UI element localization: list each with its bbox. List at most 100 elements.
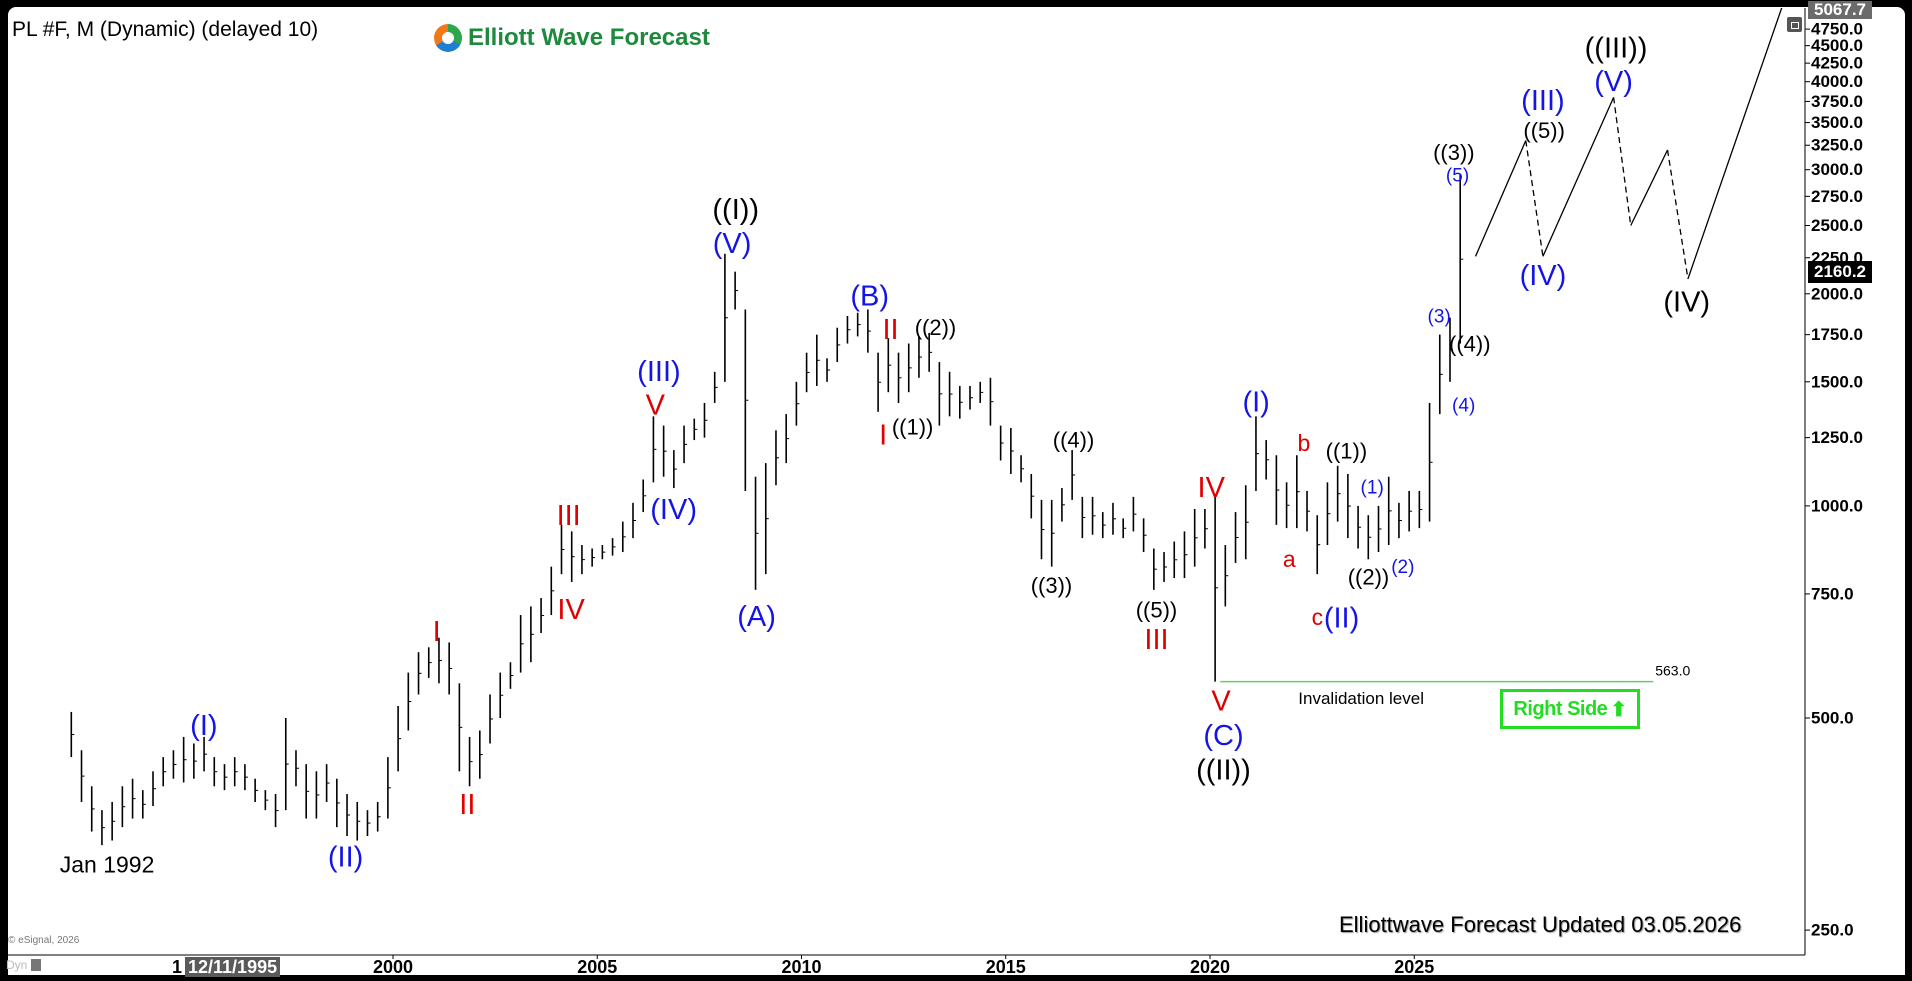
invalidation-text: Invalidation level (1298, 689, 1424, 708)
top-price-tag: 5067.7 (1808, 1, 1872, 19)
x-tick-label: 2005 (577, 957, 617, 977)
chart-panel (8, 7, 1905, 975)
price-axis: 250.0 500.0 750.0 1000.0 1250.0 1500.0 1750.0 2… (1804, 8, 1863, 955)
lock-icon[interactable] (31, 959, 42, 971)
wave-label: (B) (850, 281, 889, 313)
wave-label: (2) (1391, 557, 1414, 578)
wave-label: ((5)) (1136, 597, 1178, 622)
wave-label: a (1283, 546, 1296, 572)
y-tick-label: 2750.0 (1811, 187, 1863, 206)
x-tick-label: 2000 (373, 957, 413, 977)
wave-label: (5) (1446, 166, 1469, 187)
y-tick-label: 1250.0 (1811, 428, 1863, 447)
y-tick-label: 3000.0 (1811, 160, 1863, 179)
y-tick-label: 1750.0 (1811, 325, 1863, 344)
y-tick-label: 3250.0 (1811, 136, 1863, 155)
wave-label: (I) (1242, 387, 1269, 419)
y-tick-label: 4250.0 (1811, 54, 1863, 73)
wave-label: Jan 1992 (60, 851, 155, 877)
projection-segment (1612, 97, 1632, 226)
x-tick-partial: 1 (172, 957, 183, 977)
x-tick-label: 2025 (1394, 957, 1434, 977)
y-tick-label: 3750.0 (1811, 92, 1863, 111)
wave-label: ((I)) (712, 194, 759, 226)
wave-label: V (646, 390, 666, 422)
wave-label: b (1298, 430, 1311, 456)
projection-segment (1687, 8, 1783, 280)
invalidation-value: 563.0 (1655, 663, 1690, 679)
y-tick-label: 1000.0 (1811, 496, 1863, 515)
wave-label: (A) (737, 601, 776, 633)
copyright: © eSignal, 2026 (8, 935, 80, 946)
y-tick-label: 750.0 (1811, 584, 1854, 603)
y-tick-label: 3500.0 (1811, 113, 1863, 132)
wave-label: c (1312, 604, 1324, 630)
wave-label: IV (1198, 472, 1226, 504)
logo: Elliott Wave Forecast (434, 24, 710, 52)
wave-label: ((III)) (1585, 33, 1648, 65)
wave-label: ((II)) (1196, 754, 1251, 786)
right-side-badge: Right Side ⬆ (1500, 689, 1640, 729)
right-side-label: Right Side (1513, 697, 1608, 720)
window-restore-icon[interactable] (1787, 17, 1802, 32)
y-tick-label: 250.0 (1811, 921, 1854, 940)
wave-label: I (433, 616, 441, 648)
y-tick-label: 2000.0 (1811, 284, 1863, 303)
wave-label: V (1211, 685, 1231, 717)
wave-label: (IV) (1663, 286, 1710, 318)
wave-label: II (882, 314, 898, 346)
y-tick-label: 4000.0 (1811, 72, 1863, 91)
wave-label: (III) (1521, 85, 1565, 117)
wave-label: (3) (1428, 307, 1451, 328)
projection-segment (1525, 140, 1544, 257)
dyn-label: Dyn (6, 958, 28, 972)
invalidation-level: 563.0 Invalidation level (1220, 663, 1690, 708)
wave-label: (II) (328, 841, 363, 873)
wave-label: ((2)) (1348, 564, 1390, 589)
wave-label: (C) (1203, 720, 1243, 752)
projection-segment (1542, 97, 1615, 257)
wave-label: (V) (1594, 66, 1633, 98)
y-tick-label: 500.0 (1811, 709, 1854, 728)
y-tick-label: 4750.0 (1811, 20, 1863, 39)
wave-label: ((1)) (892, 415, 934, 440)
wave-label: (III) (637, 356, 681, 388)
wave-label: ((4)) (1053, 428, 1095, 453)
time-axis: 2000 2005 2010 2015 2020 2025 (8, 954, 1805, 977)
wave-label: ((5)) (1523, 118, 1565, 143)
wave-label: (IV) (1520, 260, 1567, 292)
wave-label: (II) (1324, 603, 1359, 635)
wave-label: (I) (190, 710, 217, 742)
price-bars (70, 174, 1464, 846)
x-tick-label: 2020 (1190, 957, 1230, 977)
logo-icon (434, 24, 462, 52)
projection-segment (1630, 149, 1669, 226)
wave-label: (4) (1452, 396, 1475, 417)
dyn-toggle[interactable]: Dyn (6, 958, 42, 972)
wave-label: (V) (713, 228, 752, 260)
y-tick-label: 2500.0 (1811, 216, 1863, 235)
wave-label: ((3)) (1433, 140, 1475, 165)
current-price-tag: 2160.2 (1808, 261, 1872, 283)
wave-label: ((4)) (1449, 332, 1491, 357)
wave-label: I (879, 420, 887, 452)
symbol-title: PL #F, M (Dynamic) (delayed 10) (12, 18, 319, 41)
arrow-up-icon: ⬆ (1610, 698, 1627, 721)
crosshair-date-tag: 12/11/1995 (185, 957, 281, 977)
wave-label: ((3)) (1031, 573, 1073, 598)
x-tick-label: 2015 (986, 957, 1026, 977)
projection-segment (1474, 140, 1527, 257)
wave-label: ((1)) (1326, 439, 1368, 464)
y-tick-label: 4500.0 (1811, 36, 1863, 55)
projection-segment (1666, 149, 1689, 279)
wave-label: III (557, 500, 581, 532)
wave-labels: Jan 1992(I)(II)IIIIIIIV(III)V(IV)((I))(V… (60, 33, 1710, 878)
y-tick-label: 1500.0 (1811, 372, 1863, 391)
logo-text: Elliott Wave Forecast (468, 24, 710, 51)
wave-label: ((2)) (915, 315, 957, 340)
updated-caption: Elliottwave Forecast Updated 03.05.2026 (1339, 912, 1742, 937)
wave-label: (IV) (650, 494, 697, 526)
wave-label: IV (557, 594, 585, 626)
wave-label: III (1144, 624, 1168, 656)
